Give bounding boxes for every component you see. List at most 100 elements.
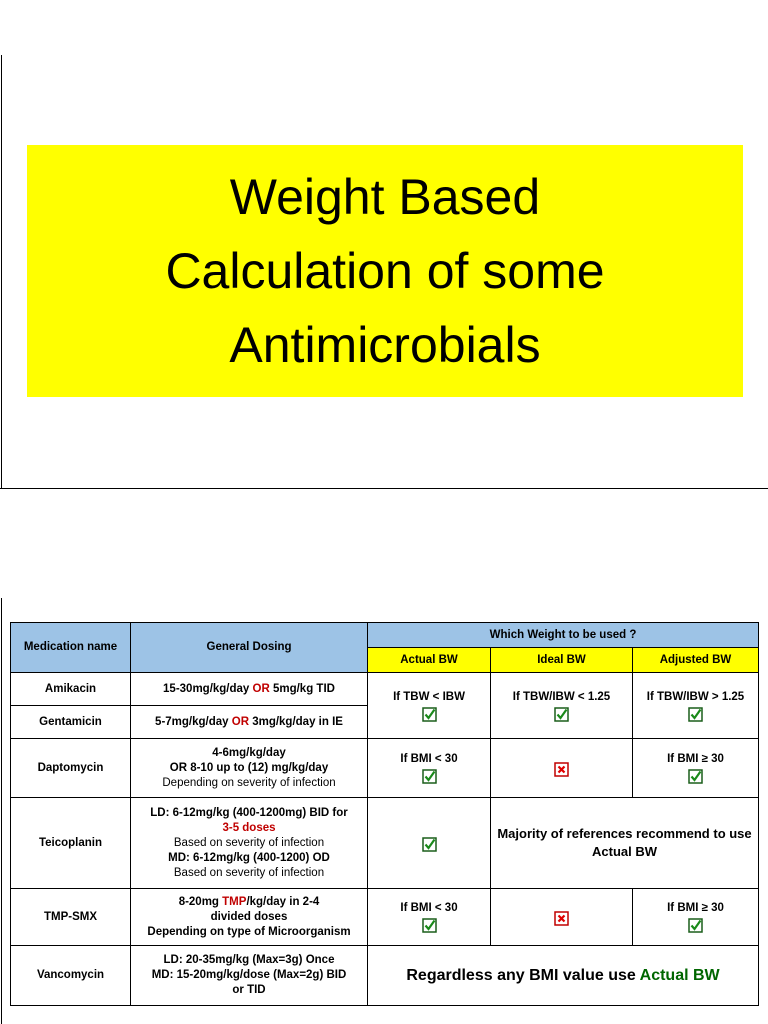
header-cell: General Dosing [130,622,368,673]
check-icon [688,706,703,722]
dosing-line: 15-30mg/kg/day OR 5mg/kg TID [133,682,365,697]
note-cell: Majority of references recommend to use … [490,797,759,889]
medication-name: Vancomycin [10,945,131,1006]
text-run: MD: 6-12mg/kg (400-1200) OD [168,851,330,864]
dosing-line: OR 8-10 up to (12) mg/kg/day [133,761,365,776]
highlight-run: OR [252,682,270,695]
dosing-line: Depending on type of Microorganism [133,925,365,940]
medication-name: Daptomycin [10,738,131,798]
weight-cell [367,797,491,889]
criterion: If TBW < IBW [393,690,465,703]
weight-cell: If TBW < IBW [367,672,491,739]
dosing-cell: 4-6mg/kg/day OR 8-10 up to (12) mg/kg/day… [130,738,368,798]
table-row: Gentamicin 5-7mg/kg/day OR 3mg/kg/day in … [10,705,759,739]
highlight-run: Actual BW [639,966,720,984]
dosing-line: or TID [133,983,365,998]
slide-border [1,55,2,488]
medication-name: TMP-SMX [10,888,131,946]
table-row: TMP-SMX 8-20mg TMP/kg/day in 2-4 divided d… [10,888,759,946]
text-run: /kg/day in 2-4 [246,895,320,908]
text-run: 4-6mg/kg/day [212,746,286,759]
slide-border [0,488,768,489]
slide-border [1,598,2,1024]
dosing-table: Medication name General Dosing Which Weigh… [10,622,759,1006]
text-run: Depending on type of Microorganism [147,925,351,938]
weight-cell [490,888,633,946]
dosing-line: MD: 15-20mg/kg/dose (Max=2g) BID [133,968,365,983]
weight-cell: If BMI ≥ 30 [632,738,759,798]
check-icon [688,769,703,784]
header-row: Actual BW Ideal BW Adjusted BW [11,647,759,673]
check-icon [688,918,703,933]
table-row: Vancomycin LD: 20-35mg/kg (Max=3g) Once MD… [10,945,759,1006]
text-run: 5mg/kg TID [269,682,335,695]
cross-icon [554,761,569,777]
text-run: divided doses [210,910,288,923]
dosing-cell: LD: 6-12mg/kg (400-1200mg) BID for 3-5 do… [130,797,368,889]
text-run: Based on severity of infection [173,836,325,849]
check-icon [554,706,569,722]
table-row: Amikacin 15-30mg/kg/day OR 5mg/kg TID If T… [10,672,759,739]
weight-cell [490,738,633,798]
header-cell: Which Weight to be used ? [367,622,759,648]
dosing-line: 5-7mg/kg/day OR 3mg/kg/day in IE [133,715,365,730]
dosing-cell: 8-20mg TMP/kg/day in 2-4 divided doses Dep… [130,888,368,946]
dosing-line: divided doses [133,910,365,925]
text-run: LD: 6-12mg/kg (400-1200mg) BID for [150,806,348,819]
dosing-cell: LD: 20-35mg/kg (Max=3g) Once MD: 15-20mg/… [130,945,368,1006]
criterion: If BMI < 30 [400,902,458,914]
dosing-line: 4-6mg/kg/day [133,746,365,761]
criterion: If BMI < 30 [400,753,458,765]
weight-cell: If BMI ≥ 30 [632,888,759,946]
dosing-cell: 15-30mg/kg/day OR 5mg/kg TID [130,672,368,706]
note-cell: Regardless any BMI value use Actual BW [367,945,759,1006]
dosing-line: LD: 20-35mg/kg (Max=3g) Once [133,953,365,968]
text-run: Based on severity of infection [173,866,325,879]
dosing-line: Depending on severity of infection [133,776,365,791]
text-run: Regardless any BMI value use [406,966,640,984]
table-row: Teicoplanin LD: 6-12mg/kg (400-1200mg) BI… [10,797,759,889]
highlight-run: 3-5 doses [222,821,276,834]
criterion: If TBW/IBW > 1.25 [646,690,745,703]
text-run: 15-30mg/kg/day [163,682,253,695]
text-run: MD: 15-20mg/kg/dose (Max=2g) BID [151,969,347,981]
title-line: Antimicrobials [229,317,541,373]
header-cell: Ideal BW [490,647,633,673]
medication-name: Gentamicin [10,705,131,739]
weight-cell: If BMI < 30 [367,888,491,946]
text-run: 3mg/kg/day in IE [249,715,343,728]
text-run: or TID [232,984,266,996]
text-run: LD: 20-35mg/kg (Max=3g) Once [163,954,335,966]
table-row: Daptomycin 4-6mg/kg/day OR 8-10 up to (12)… [10,738,759,798]
dosing-line: MD: 6-12mg/kg (400-1200) OD [133,851,365,866]
highlight-run: OR [231,715,249,728]
text-run: Depending on severity of infection [162,776,336,789]
check-icon [421,836,437,852]
header-cell: Medication name [10,622,131,673]
text-run: OR 8-10 up to (12) mg/kg/day [169,761,329,774]
title-box: Weight Based Calculation of some Antimic… [27,145,743,397]
text-run: 8-20mg [178,895,223,908]
title-line: Calculation of some [165,243,605,299]
text-run: 5-7mg/kg/day [155,715,232,728]
weight-cell: If BMI < 30 [367,738,491,798]
medication-name: Amikacin [10,672,131,706]
weight-cell: If TBW/IBW > 1.25 [632,672,759,739]
dosing-line: LD: 6-12mg/kg (400-1200mg) BID for [133,806,365,821]
check-icon [421,706,437,722]
dosing-line: Based on severity of infection [133,836,365,851]
check-icon [421,769,437,784]
dosing-line: Based on severity of infection [133,866,365,881]
dosing-line: 3-5 doses [133,821,365,836]
criterion: If BMI ≥ 30 [667,753,724,765]
header-row: Medication name General Dosing Which Weigh… [10,622,759,673]
criterion: If TBW/IBW < 1.25 [512,690,611,703]
medication-name: Teicoplanin [10,797,131,889]
text-run: Majority of references recommend to use … [497,826,752,859]
dosing-line: 8-20mg TMP/kg/day in 2-4 [133,895,365,910]
highlight-run: TMP [222,895,247,908]
check-icon [421,918,437,933]
dosing-cell: 5-7mg/kg/day OR 3mg/kg/day in IE [130,705,368,739]
header-cell: Actual BW [367,647,491,673]
